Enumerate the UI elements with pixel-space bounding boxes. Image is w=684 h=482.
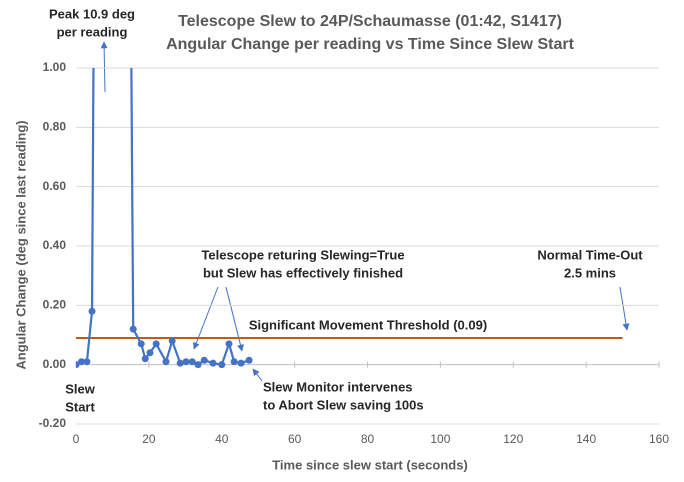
- arrow: [193, 286, 219, 350]
- y-tick-label: 0.80: [43, 120, 67, 134]
- arrow: [225, 286, 244, 352]
- data-point: [194, 361, 202, 369]
- data-point: [176, 359, 184, 367]
- data-point: [218, 361, 226, 369]
- data-point: [209, 359, 217, 367]
- annotation: Normal Time-Out: [537, 247, 643, 262]
- series-line: [76, 68, 250, 366]
- plot-area: [76, 68, 253, 369]
- y-axis-label: Angular Change (deg since last reading): [13, 120, 28, 369]
- x-axis-label: Time since slew start (seconds): [272, 457, 468, 472]
- data-point: [141, 355, 149, 363]
- data-point: [237, 359, 245, 367]
- annotation: per reading: [57, 24, 128, 39]
- data-point: [129, 325, 137, 333]
- data-point: [188, 358, 196, 366]
- data-point: [83, 358, 91, 366]
- arrow: [619, 286, 630, 331]
- data-point: [162, 358, 170, 366]
- y-tick-label: 0.20: [43, 298, 67, 312]
- x-tick-label: 60: [288, 432, 302, 446]
- arrow: [252, 368, 263, 382]
- y-tick-label: 1.00: [43, 60, 67, 74]
- data-point: [200, 356, 208, 364]
- threshold-label: Significant Movement Threshold (0.09): [249, 317, 487, 332]
- data-point: [245, 356, 253, 364]
- data-point: [77, 358, 85, 366]
- y-tick-label: 0.60: [43, 179, 67, 193]
- data-point: [182, 358, 190, 366]
- data-point: [146, 349, 154, 357]
- data-point: [152, 340, 160, 348]
- x-tick-label: 100: [430, 432, 450, 446]
- annotation: Slew Monitor intervenes: [263, 379, 413, 394]
- data-point: [88, 307, 96, 315]
- annotation: to Abort Slew saving 100s: [263, 397, 424, 412]
- x-tick-label: 40: [215, 432, 229, 446]
- annotation: Slew: [65, 381, 96, 396]
- annotation: Start: [65, 399, 95, 414]
- arrow: [100, 41, 108, 93]
- data-point: [168, 337, 176, 345]
- x-tick-label: 120: [503, 432, 523, 446]
- annotation: Peak 10.9 deg: [49, 6, 135, 21]
- x-tick-label: 160: [649, 432, 669, 446]
- chart-title: Telescope Slew to 24P/Schaumasse (01:42,…: [178, 13, 562, 30]
- y-tick-label: 0.40: [43, 238, 67, 252]
- x-tick-label: 80: [361, 432, 375, 446]
- x-tick-label: 0: [73, 432, 80, 446]
- y-tick-label: 0.00: [43, 357, 67, 371]
- y-tick-label: -0.20: [39, 416, 67, 430]
- annotation: Telescope returing Slewing=True: [201, 247, 404, 262]
- x-tick-label: 140: [576, 432, 596, 446]
- data-point: [230, 358, 238, 366]
- annotation: but Slew has effectively finished: [203, 265, 403, 280]
- x-tick-label: 20: [142, 432, 156, 446]
- data-point: [137, 340, 145, 348]
- data-point: [225, 340, 233, 348]
- chart-title: Angular Change per reading vs Time Since…: [166, 36, 574, 53]
- annotation: 2.5 mins: [564, 265, 616, 280]
